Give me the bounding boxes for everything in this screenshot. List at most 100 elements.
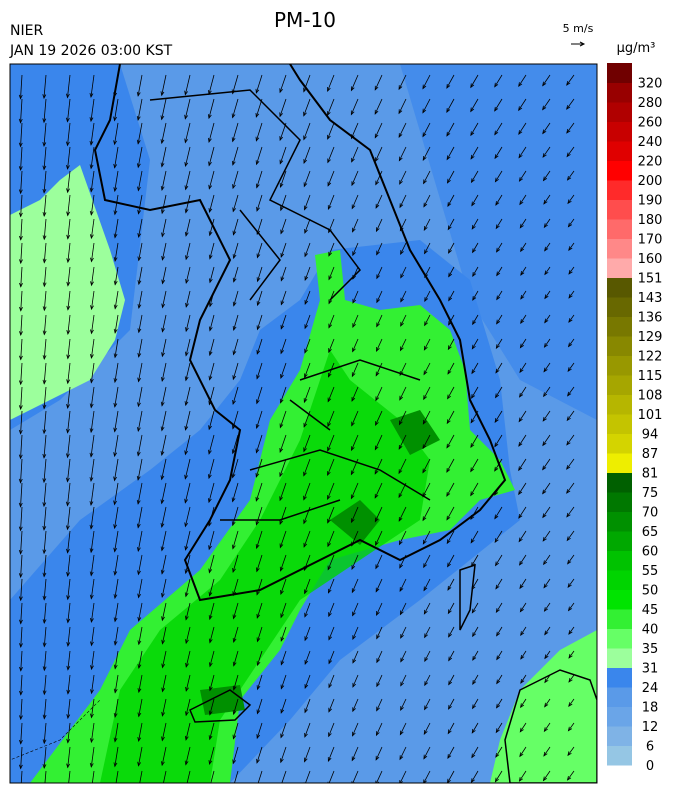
wind-arrowhead	[350, 470, 355, 476]
wind-arrowhead	[232, 567, 236, 573]
wind-arrowhead	[448, 272, 453, 278]
wind-arrow	[208, 410, 215, 430]
wind-arrowhead	[568, 630, 573, 635]
wind-arrow	[304, 698, 311, 713]
wind-arrow	[567, 386, 575, 396]
wind-arrow	[20, 74, 23, 99]
wind-arrowhead	[280, 252, 285, 258]
wind-arrowhead	[376, 611, 380, 616]
wind-arrow	[304, 626, 311, 641]
wind-arrow	[544, 242, 551, 251]
wind-arrowhead	[423, 754, 428, 760]
wind-arrow	[400, 338, 407, 351]
wind-arrow	[304, 602, 311, 617]
wind-arrowhead	[66, 354, 71, 360]
wind-arrow	[256, 146, 263, 165]
wind-arrow	[519, 554, 527, 566]
wind-arrow	[114, 170, 119, 192]
wind-arrowhead	[471, 585, 476, 591]
colorbar-label: 143	[638, 291, 663, 306]
wind-arrowhead	[113, 402, 118, 408]
wind-arrow	[327, 410, 335, 427]
wind-arrowhead	[42, 502, 47, 508]
wind-arrow	[232, 98, 239, 118]
wind-arrow	[496, 602, 503, 613]
wind-arrowhead	[376, 322, 380, 328]
wind-arrowhead	[375, 564, 380, 570]
wind-arrow	[185, 362, 191, 381]
wind-arrowhead	[518, 130, 523, 135]
wind-arrowhead	[351, 396, 356, 402]
wind-arrowhead	[208, 184, 213, 190]
wind-arrow	[424, 626, 431, 638]
wind-arrowhead	[256, 590, 260, 596]
wind-arrowhead	[351, 204, 356, 210]
wind-arrowhead	[280, 349, 285, 355]
wind-arrow	[328, 290, 335, 304]
wind-arrow	[567, 554, 575, 564]
wind-arrow	[471, 578, 479, 590]
wind-arrowhead	[66, 404, 70, 409]
wind-arrow	[495, 194, 503, 206]
wind-arrow	[351, 122, 359, 139]
wind-arrow	[520, 698, 527, 708]
wind-arrow	[162, 266, 167, 284]
wind-arrowhead	[422, 132, 427, 138]
wind-arrow	[327, 194, 335, 210]
wind-arrowhead	[422, 444, 427, 450]
wind-arrow	[424, 674, 431, 686]
wind-arrow	[209, 290, 215, 307]
wind-arrow	[185, 314, 191, 332]
wind-arrow	[568, 674, 575, 683]
colorbar-label: 190	[638, 194, 663, 209]
wind-arrowhead	[567, 559, 572, 565]
wind-arrowhead	[208, 161, 212, 167]
wind-arrowhead	[208, 638, 213, 644]
wind-arrow	[162, 290, 167, 308]
wind-arrowhead	[208, 208, 213, 214]
wind-arrowhead	[328, 732, 332, 738]
wind-arrow	[520, 290, 527, 300]
wind-arrowhead	[518, 153, 523, 159]
wind-arrow	[256, 362, 263, 379]
wind-arrowhead	[328, 707, 332, 713]
wind-arrowhead	[89, 140, 94, 146]
wind-arrow	[496, 650, 503, 660]
wind-arrow	[161, 74, 167, 96]
wind-arrowhead	[66, 738, 71, 744]
wind-arrowhead	[447, 202, 452, 208]
wind-arrow	[398, 146, 407, 161]
wind-arrowhead	[90, 689, 94, 695]
wind-arrow	[114, 530, 119, 552]
wind-arrow	[256, 554, 263, 572]
wind-arrowhead	[90, 305, 94, 311]
wind-arrow	[255, 458, 263, 478]
wind-arrow	[43, 698, 47, 719]
wind-arrow	[43, 146, 47, 170]
wind-arrowhead	[352, 298, 357, 304]
wind-arrowhead	[18, 118, 23, 124]
wind-arrowhead	[232, 230, 237, 236]
wind-arrow	[544, 218, 551, 228]
wind-arrow	[447, 770, 455, 783]
wind-arrow	[543, 746, 551, 757]
wind-arrow	[137, 122, 143, 144]
wind-arrowhead	[66, 428, 70, 434]
wind-arrowhead	[232, 759, 237, 765]
wind-arrowhead	[231, 160, 236, 166]
wind-arrow	[233, 266, 239, 282]
wind-arrow	[208, 170, 215, 189]
wind-arrowhead	[256, 399, 260, 405]
wind-arrow	[303, 554, 311, 571]
wind-arrowhead	[42, 478, 47, 484]
wind-arrow	[161, 722, 167, 741]
wind-arrowhead	[137, 304, 142, 310]
wind-arrow	[67, 290, 71, 310]
wind-arrowhead	[233, 784, 236, 788]
wind-arrow	[327, 506, 335, 523]
wind-arrowhead	[447, 562, 451, 568]
wind-arrow	[423, 218, 431, 231]
wind-arrowhead	[66, 211, 71, 217]
wind-arrow	[352, 626, 359, 640]
wind-arrow	[446, 482, 455, 497]
